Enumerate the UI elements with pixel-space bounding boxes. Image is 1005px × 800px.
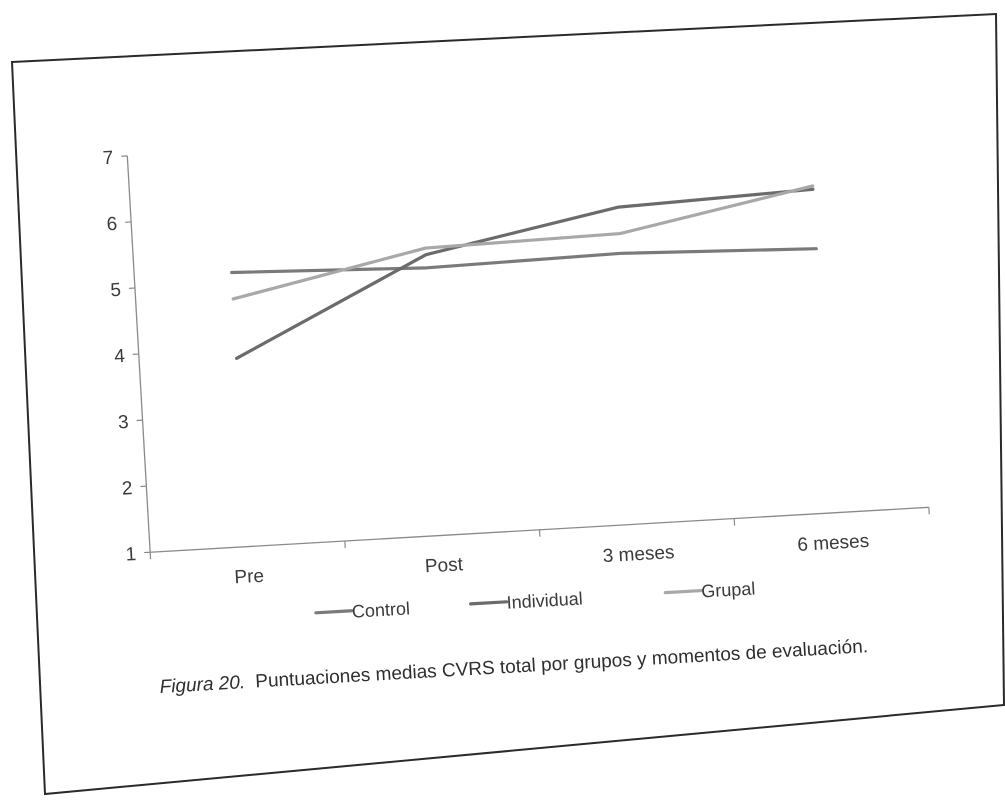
- y-tick-label: 4: [114, 346, 126, 368]
- chart-legend: Control Individual Grupal: [314, 578, 756, 622]
- caption-text: Puntuaciones medias CVRS total por grupo…: [255, 636, 869, 692]
- caption-label: Figura 20.: [159, 672, 246, 698]
- legend-label-control: Control: [351, 598, 410, 621]
- figure-caption: Figura 20. Puntuaciones medias CVRS tota…: [159, 636, 868, 698]
- series-line-grupal: [231, 184, 815, 301]
- series-line-control: [230, 247, 818, 275]
- x-tick-label: Post: [424, 554, 464, 577]
- legend-swatch-control: [314, 609, 354, 615]
- y-tick-label: 6: [106, 214, 118, 236]
- legend-swatch-individual: [469, 600, 509, 606]
- line-chart: 1 2 3 4 5 6 7 Pre Post 3 meses 6 meses: [102, 148, 930, 589]
- y-tick-label: 1: [125, 544, 137, 566]
- y-tick-label: 3: [117, 412, 129, 434]
- y-tick-label: 2: [121, 478, 133, 500]
- series-line-individual: [235, 187, 815, 360]
- legend-label-grupal: Grupal: [701, 578, 756, 601]
- x-tick-label: 6 meses: [797, 531, 870, 556]
- y-tick-label: 7: [102, 148, 114, 170]
- x-tick-label: 3 meses: [602, 542, 675, 567]
- x-tick-label: Pre: [234, 566, 265, 589]
- y-tick-label: 5: [110, 280, 122, 302]
- chart-plot-area: 1 2 3 4 5 6 7 Pre Post 3 meses 6 meses: [102, 148, 930, 589]
- legend-label-individual: Individual: [506, 588, 583, 612]
- legend-swatch-grupal: [663, 588, 703, 595]
- figure-frame: [10, 12, 1005, 796]
